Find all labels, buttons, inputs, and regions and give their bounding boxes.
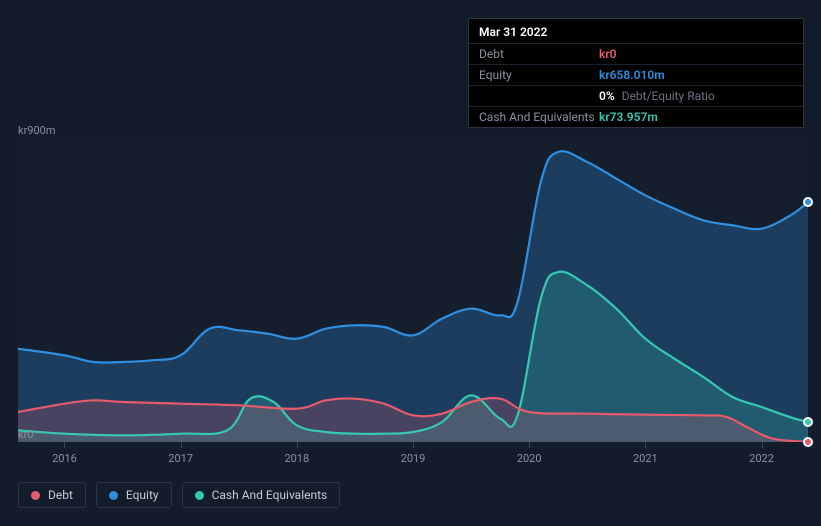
legend-dot (195, 491, 204, 500)
plot-area[interactable] (18, 142, 808, 442)
tooltip-row-label: Debt (479, 47, 599, 61)
x-tick (762, 442, 763, 448)
x-label: 2022 (749, 452, 774, 465)
tooltip-row: Debtkr0 (469, 43, 803, 64)
x-label: 2018 (284, 452, 309, 465)
tooltip: Mar 31 2022 Debtkr0Equitykr658.010m0% De… (468, 18, 804, 128)
x-tick (297, 442, 298, 448)
tooltip-row-value: kr658.010m (599, 68, 665, 82)
legend-dot (109, 491, 118, 500)
legend: Debt Equity Cash And Equivalents (18, 482, 340, 508)
legend-label: Cash And Equivalents (212, 488, 328, 502)
x-label: 2017 (168, 452, 193, 465)
legend-item-debt[interactable]: Debt (18, 482, 86, 508)
end-marker-equity (803, 197, 813, 207)
x-label: 2020 (517, 452, 542, 465)
x-tick (529, 442, 530, 448)
tooltip-row-label: Equity (479, 68, 599, 82)
tooltip-row: Cash And Equivalentskr73.957m (469, 106, 803, 127)
end-marker-debt (803, 437, 813, 447)
legend-item-cash-and-equivalents[interactable]: Cash And Equivalents (182, 482, 341, 508)
x-label: 2021 (633, 452, 658, 465)
tooltip-row-label: Cash And Equivalents (479, 110, 599, 124)
legend-item-equity[interactable]: Equity (96, 482, 172, 508)
tooltip-row: Equitykr658.010m (469, 64, 803, 85)
tooltip-row-sublabel: Debt/Equity Ratio (619, 89, 715, 103)
x-tick (413, 442, 414, 448)
tooltip-row-label (479, 89, 599, 103)
legend-label: Debt (48, 488, 73, 502)
x-label: 2016 (52, 452, 77, 465)
tooltip-row-value: kr0 (599, 47, 617, 61)
tooltip-row-value: kr73.957m (599, 110, 658, 124)
tooltip-row: 0% Debt/Equity Ratio (469, 85, 803, 106)
x-tick (645, 442, 646, 448)
x-label: 2019 (401, 452, 426, 465)
chart: kr900m kr0 2016 2017 2018 2019 2020 2021 2022 (18, 124, 808, 484)
y-tick-max: kr900m (18, 124, 56, 137)
y-tick-min: kr0 (18, 428, 34, 441)
x-tick (64, 442, 65, 448)
tooltip-date: Mar 31 2022 (469, 19, 803, 43)
legend-label: Equity (126, 488, 159, 502)
tooltip-row-value: 0% Debt/Equity Ratio (599, 89, 715, 103)
end-marker-cash-and-equivalents (803, 417, 813, 427)
x-tick (181, 442, 182, 448)
legend-dot (31, 491, 40, 500)
